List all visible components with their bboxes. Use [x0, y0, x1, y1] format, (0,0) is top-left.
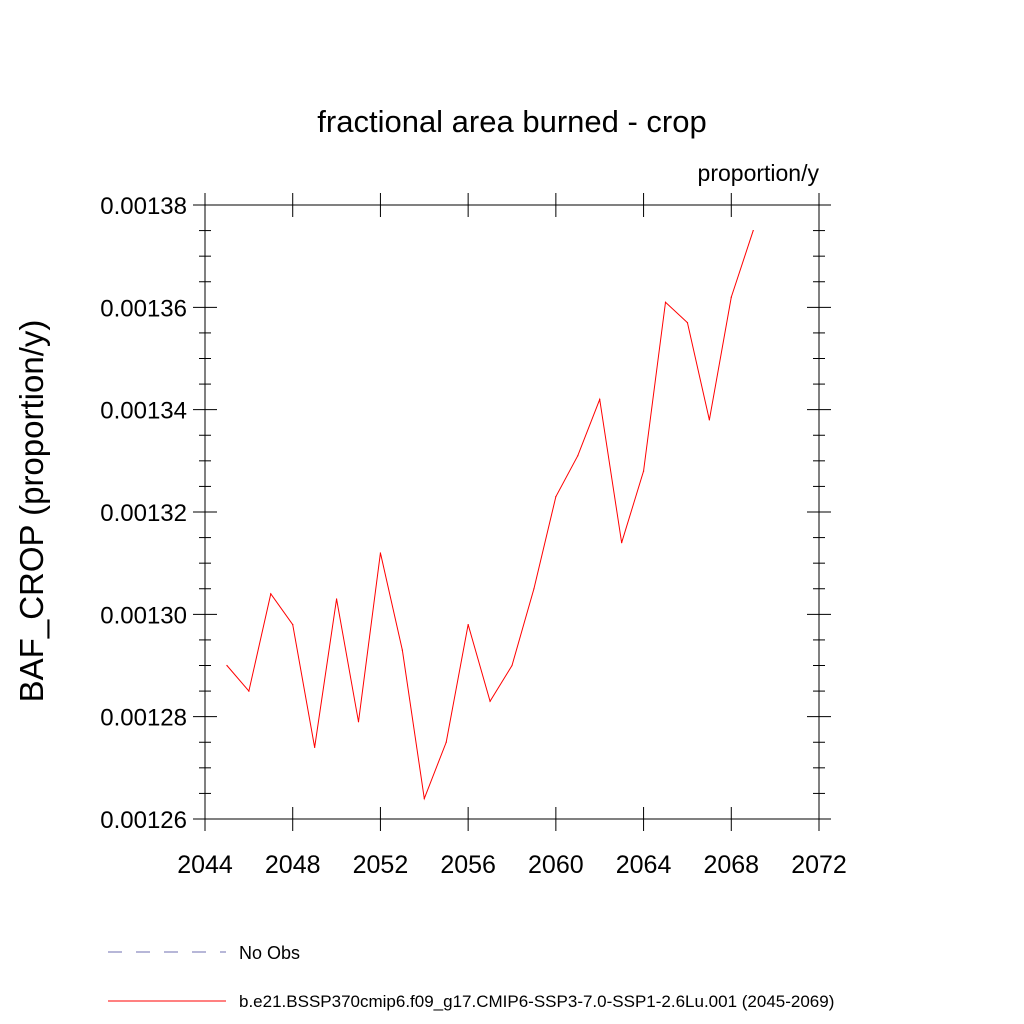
y-tick-label: 0.00132: [100, 500, 187, 527]
y-tick-label: 0.00126: [100, 807, 187, 834]
data-point: [226, 664, 228, 667]
data-point: [467, 623, 469, 626]
data-point: [533, 588, 535, 590]
data-point: [642, 470, 645, 472]
x-tick-label: 2048: [265, 851, 321, 879]
data-point: [292, 623, 294, 626]
x-tick-label: 2068: [703, 851, 759, 879]
legend-label-model: b.e21.BSSP370cmip6.f09_g17.CMIP6-SSP3-7.…: [239, 992, 834, 1011]
data-point: [270, 593, 272, 595]
x-tick-label: 2056: [440, 851, 496, 879]
legend-label-no-obs: No Obs: [239, 943, 300, 963]
y-axis-ticks: 0.00126 0.00128 0.00130 0.00132 0.00134 0.001…: [100, 193, 831, 834]
chart-title: fractional area burned - crop: [317, 104, 706, 139]
y-tick-label: 0.00138: [100, 193, 187, 220]
data-point: [423, 797, 425, 800]
data-point: [599, 398, 601, 401]
x-tick-label: 2060: [528, 851, 584, 879]
y-tick-label: 0.00130: [100, 602, 187, 629]
data-point: [314, 746, 316, 748]
series-layer: [226, 229, 754, 801]
data-point: [730, 296, 732, 298]
series-line: [226, 230, 754, 801]
data-point: [357, 721, 360, 723]
data-point: [752, 229, 754, 232]
x-tick-label: 2044: [177, 851, 233, 879]
data-point: [686, 322, 689, 324]
data-point: [401, 649, 403, 651]
x-tick-label: 2052: [353, 851, 409, 879]
y-tick-label: 0.00128: [100, 705, 187, 732]
data-point: [621, 542, 623, 544]
plot-frame: [204, 204, 820, 820]
data-point: [555, 496, 557, 498]
data-point: [577, 455, 579, 457]
x-axis-ticks: 2044 2048 2052 2056 2060 2064 2068 2072: [177, 193, 847, 879]
y-axis-label: BAF_CROP (proportion/y): [13, 320, 50, 703]
x-tick-label: 2072: [791, 851, 847, 879]
y-tick-label: 0.00134: [100, 398, 187, 425]
data-point: [708, 419, 710, 421]
units-label: proportion/y: [698, 160, 820, 186]
data-point: [445, 741, 447, 743]
data-point: [248, 690, 250, 692]
data-point: [664, 301, 667, 303]
data-point: [489, 700, 491, 702]
data-point: [511, 664, 513, 667]
data-point: [335, 598, 338, 600]
y-tick-label: 0.00136: [100, 295, 187, 322]
legend: No Obs b.e21.BSSP370cmip6.f09_g17.CMIP6-…: [108, 943, 834, 1011]
x-tick-label: 2064: [616, 851, 672, 879]
data-point: [379, 552, 382, 554]
